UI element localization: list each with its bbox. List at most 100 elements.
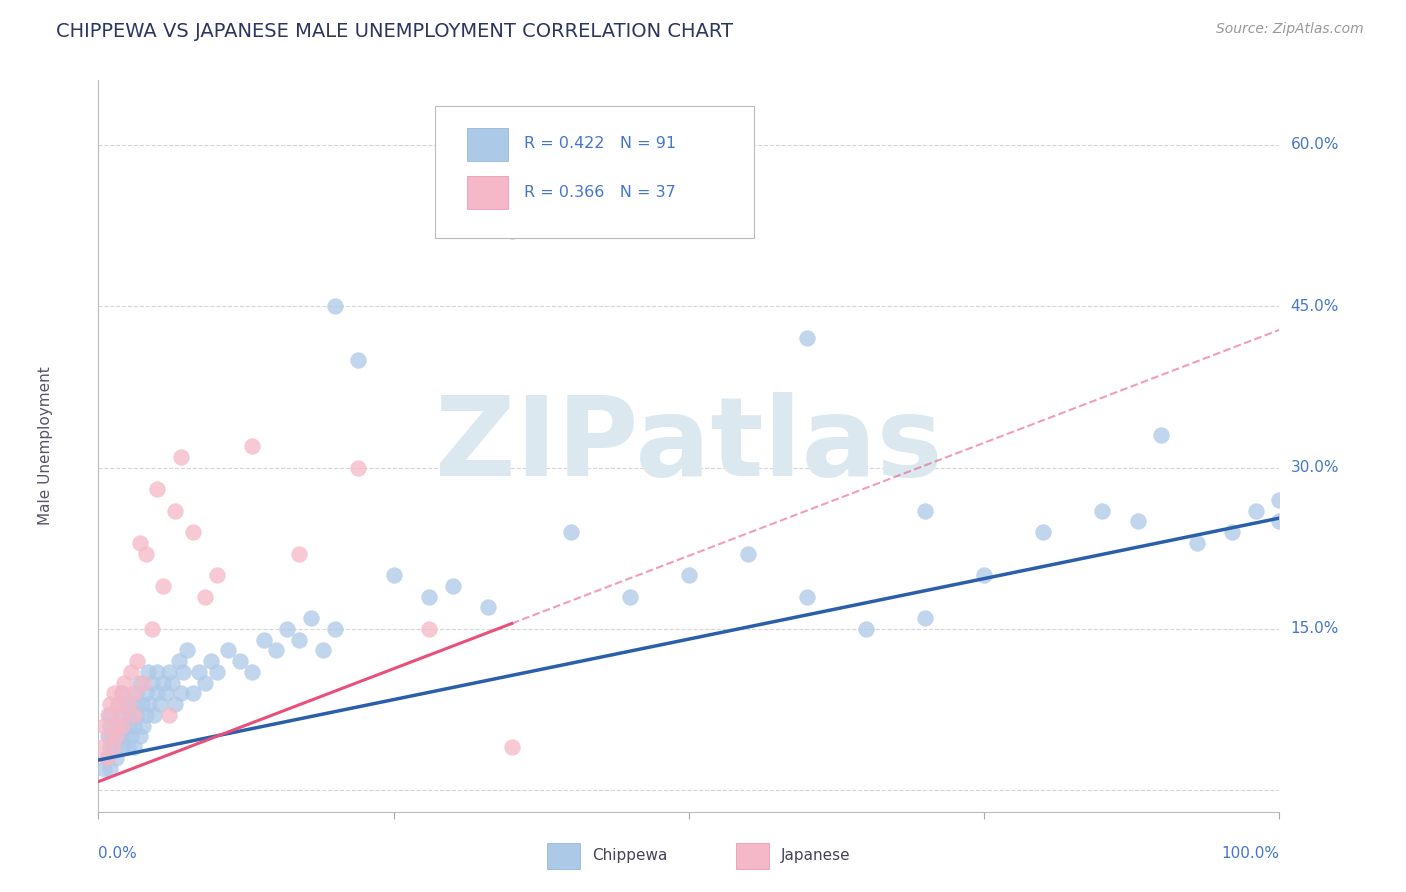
Point [678,568,700,582]
Text: Male Unemployment: Male Unemployment [38,367,53,525]
Point [135,707,157,722]
Point [122,686,145,700]
Text: 100.0%: 100.0% [1222,847,1279,862]
Point [131,697,153,711]
Point [122,740,145,755]
Point [418,590,440,604]
Point [1032,524,1054,539]
Point [176,643,198,657]
Point [111,719,134,733]
Point [121,730,143,744]
Point [737,547,759,561]
FancyBboxPatch shape [467,128,508,161]
Text: ZIPatlas: ZIPatlas [434,392,943,500]
Point [91,740,114,755]
Point [382,568,405,582]
Point [217,643,239,657]
FancyBboxPatch shape [547,843,581,869]
Point [112,730,135,744]
Point [105,751,128,765]
Point [111,686,134,700]
Point [165,503,187,517]
Point [155,686,177,700]
Point [141,675,163,690]
Point [312,643,335,657]
Point [127,654,149,668]
Point [122,719,145,733]
Point [132,719,155,733]
Point [111,719,134,733]
Point [146,665,169,679]
Point [142,707,165,722]
Point [120,707,142,722]
Text: Japanese: Japanese [782,848,851,863]
Point [122,697,145,711]
Point [560,524,582,539]
Point [194,675,217,690]
Point [170,686,193,700]
Point [323,622,346,636]
Point [288,547,311,561]
Point [152,579,174,593]
Point [441,579,464,593]
Point [418,622,440,636]
Point [136,665,159,679]
Point [97,707,120,722]
Point [205,665,228,679]
Point [157,707,180,722]
Point [1185,536,1208,550]
Point [125,686,148,700]
Point [855,622,877,636]
Point [93,719,115,733]
Point [477,600,499,615]
Point [1220,524,1243,539]
Point [914,503,936,517]
Point [347,353,370,368]
Point [276,622,298,636]
Point [107,697,129,711]
Text: 60.0%: 60.0% [1291,137,1339,153]
Point [117,719,139,733]
Point [108,730,131,744]
Point [98,740,121,755]
Point [98,697,121,711]
Point [98,762,121,776]
Point [98,719,121,733]
Point [132,675,155,690]
Point [105,719,128,733]
Point [135,547,157,561]
Text: 45.0%: 45.0% [1291,299,1339,314]
Point [181,524,204,539]
Point [1126,514,1149,528]
Point [796,590,818,604]
Point [914,611,936,625]
Text: R = 0.366   N = 37: R = 0.366 N = 37 [523,185,675,200]
Point [796,331,818,345]
Point [105,730,128,744]
Point [288,632,311,647]
Point [1268,514,1291,528]
Point [205,568,228,582]
FancyBboxPatch shape [737,843,769,869]
Point [98,707,121,722]
Point [111,740,134,755]
Point [114,697,136,711]
Point [111,707,134,722]
Point [105,719,128,733]
Text: 0.0%: 0.0% [98,847,138,862]
Point [146,686,169,700]
Point [121,665,143,679]
Point [138,697,160,711]
Point [240,665,263,679]
Point [135,686,157,700]
Point [160,675,183,690]
Point [501,224,523,238]
Point [187,665,209,679]
Point [141,622,163,636]
Point [128,675,150,690]
Point [165,697,187,711]
Point [200,654,222,668]
Point [93,762,115,776]
Point [1150,428,1173,442]
Point [112,675,135,690]
